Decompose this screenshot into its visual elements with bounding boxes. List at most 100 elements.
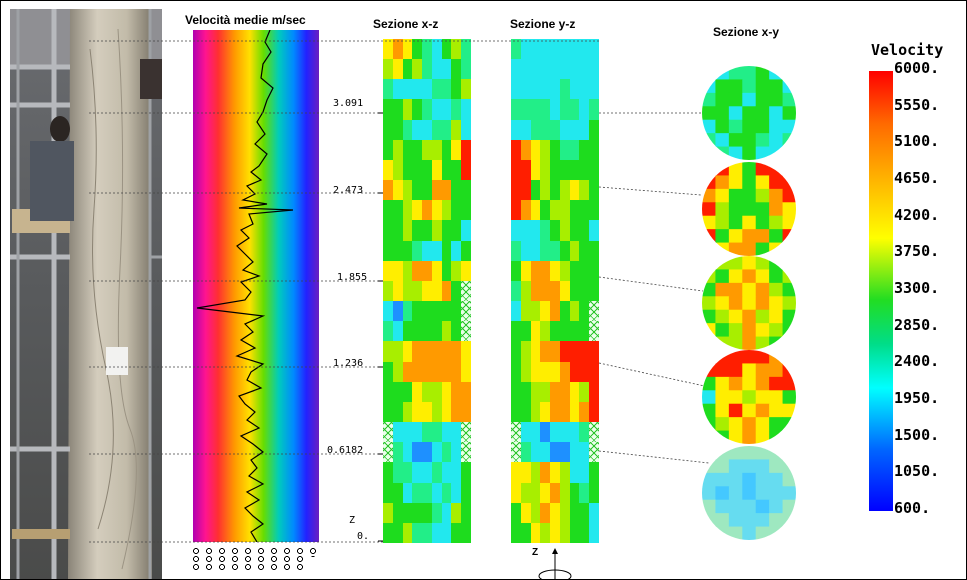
tomo-cell bbox=[422, 79, 433, 100]
tomo-cell bbox=[422, 119, 433, 141]
tomo-cell bbox=[392, 422, 404, 443]
tomo-cell bbox=[461, 280, 472, 302]
tomo-cell bbox=[579, 260, 590, 282]
tomo-cell bbox=[431, 522, 443, 544]
tomo-cell bbox=[589, 139, 600, 161]
tomo-cell bbox=[540, 422, 551, 443]
tomo-cell bbox=[451, 119, 462, 141]
section-xy-circle bbox=[702, 350, 796, 444]
tomo-cell bbox=[559, 260, 571, 282]
tomo-cell bbox=[392, 99, 404, 121]
tomo-cell bbox=[402, 482, 413, 504]
tomo-cell bbox=[559, 119, 571, 141]
tomo-cell bbox=[422, 502, 433, 524]
legend-tick-label: 5100. bbox=[894, 132, 940, 151]
tomo-cell bbox=[402, 341, 413, 363]
tomo-cell bbox=[431, 79, 443, 100]
tomo-cell bbox=[540, 59, 551, 80]
tomo-cell bbox=[451, 79, 462, 100]
tomo-cell bbox=[530, 522, 541, 544]
tomo-cell bbox=[520, 159, 532, 181]
tomo-cell bbox=[579, 79, 590, 100]
velocity-axis-tick bbox=[284, 547, 290, 577]
tomo-cell bbox=[511, 79, 522, 100]
section-xy-circle bbox=[702, 446, 796, 540]
tomo-cell bbox=[383, 159, 394, 181]
legend-tick-label: 3750. bbox=[894, 242, 940, 261]
tomo-cell bbox=[530, 260, 541, 282]
tomo-cell bbox=[511, 301, 522, 322]
tomo-cell bbox=[402, 361, 413, 383]
tomo-cell bbox=[511, 462, 522, 484]
tomo-cell bbox=[392, 159, 404, 181]
tomo-cell bbox=[579, 220, 590, 242]
tomo-cell bbox=[422, 159, 433, 181]
tomo-cell bbox=[589, 422, 600, 443]
tomo-cell bbox=[540, 502, 551, 524]
tomo-cell bbox=[441, 200, 452, 221]
tomo-cell bbox=[530, 240, 541, 262]
tomo-cell bbox=[530, 341, 541, 363]
legend-colorbar bbox=[869, 71, 893, 511]
tomo-cell bbox=[441, 401, 452, 423]
depth-label-0: 0. bbox=[357, 531, 370, 542]
tomo-cell bbox=[511, 280, 522, 302]
tomo-cell bbox=[550, 422, 561, 443]
section-xz-title: Sezione x-z bbox=[373, 17, 439, 31]
tomo-cell bbox=[431, 422, 443, 443]
tomo-cell bbox=[589, 361, 600, 383]
tomo-cell bbox=[540, 119, 551, 141]
tomo-cell bbox=[559, 240, 571, 262]
tomo-cell bbox=[550, 99, 561, 121]
legend-title: Velocity bbox=[871, 41, 944, 59]
tomo-cell bbox=[530, 119, 541, 141]
tomo-cell bbox=[530, 462, 541, 484]
tomo-cell bbox=[579, 200, 590, 221]
tomo-cell bbox=[569, 99, 580, 121]
tomo-cell bbox=[451, 442, 462, 463]
tomo-cell bbox=[383, 260, 394, 282]
tomo-cell bbox=[441, 280, 452, 302]
tomo-cell bbox=[550, 321, 561, 342]
tomo-cell bbox=[520, 139, 532, 161]
tomo-cell bbox=[530, 39, 541, 60]
tomo-cell bbox=[550, 462, 561, 484]
tomo-cell bbox=[431, 361, 443, 383]
tomo-cell bbox=[520, 502, 532, 524]
tomo-cell bbox=[559, 39, 571, 60]
tomo-cell bbox=[589, 301, 600, 322]
tomo-cell bbox=[383, 301, 394, 322]
section-yz-title: Sezione y-z bbox=[510, 17, 576, 31]
tomo-cell bbox=[559, 522, 571, 544]
tomo-cell bbox=[559, 341, 571, 363]
tomo-cell bbox=[540, 522, 551, 544]
tomo-cell bbox=[589, 180, 600, 201]
tomo-cell bbox=[589, 502, 600, 524]
tomo-cell bbox=[569, 522, 580, 544]
tomo-cell bbox=[550, 59, 561, 80]
tomo-cell bbox=[589, 159, 600, 181]
tomo-cell bbox=[392, 280, 404, 302]
tomo-cell bbox=[441, 260, 452, 282]
tomo-cell bbox=[412, 79, 423, 100]
tomo-cell bbox=[422, 341, 433, 363]
tomo-cell bbox=[461, 260, 472, 282]
tomo-cell bbox=[402, 422, 413, 443]
section-xz-grid bbox=[383, 39, 472, 544]
tomo-cell bbox=[392, 180, 404, 201]
tomo-cell bbox=[402, 462, 413, 484]
tomo-cell bbox=[441, 381, 452, 403]
cylinder-axis-icon bbox=[538, 548, 572, 579]
legend-tick-label: 1950. bbox=[894, 389, 940, 407]
tomo-cell bbox=[392, 442, 404, 463]
tomo-cell bbox=[579, 321, 590, 342]
tomo-cell bbox=[383, 79, 394, 100]
tomo-cell bbox=[383, 361, 394, 383]
tomo-cell bbox=[412, 220, 423, 242]
tomo-cell bbox=[441, 442, 452, 463]
tomo-cell bbox=[461, 99, 472, 121]
tomo-cell bbox=[579, 159, 590, 181]
depth-label-06182: 0.6182 bbox=[327, 445, 364, 456]
tomo-cell bbox=[589, 260, 600, 282]
tomo-cell bbox=[520, 381, 532, 403]
